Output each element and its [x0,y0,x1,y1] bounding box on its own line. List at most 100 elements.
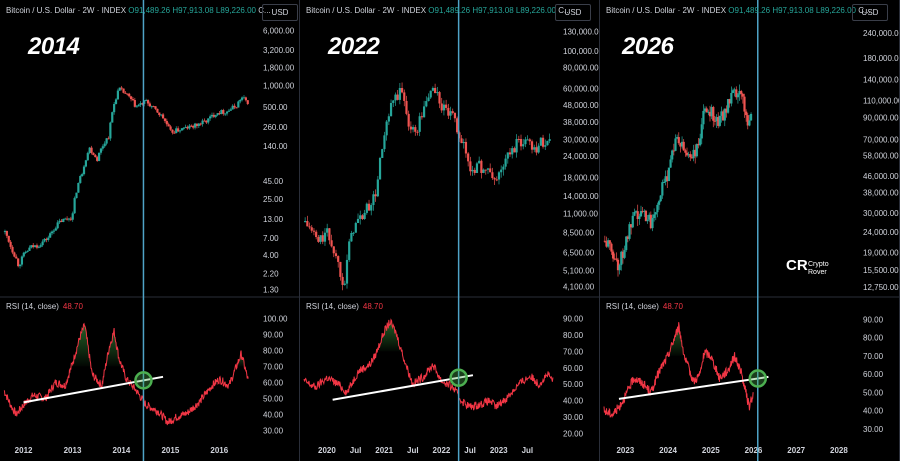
candle-body [680,141,684,147]
rsi-tick-label: 80.00 [563,331,584,340]
price-tick-label: 15,500.00 [863,266,899,275]
close-value: C... [858,6,871,15]
rsi-tick-label: 30.00 [863,425,884,434]
candle-body [464,141,468,154]
candle-body [482,169,485,173]
candle-body [64,218,67,220]
candle-body [139,103,142,105]
candle-body [420,116,423,118]
rsi-tick-label: 80.00 [263,346,284,355]
price-tick-label: 240,000.00 [863,29,900,38]
candle-body [715,117,718,122]
currency-button[interactable]: USD [555,4,591,21]
candle-body [348,241,351,260]
candle-body [128,93,131,97]
candle-body [700,124,703,139]
chart-svg[interactable]: 130,000.00 100,000.00 80,000.00 60,000.00 48… [300,0,600,461]
candle-body [486,168,490,170]
candle-body [480,160,483,173]
candle-body [740,91,743,94]
candle-body [613,258,616,260]
candle-body [405,100,408,114]
candle-body [222,110,225,114]
candle-body [143,100,146,104]
candle-body [666,176,669,182]
candle-body [3,230,7,233]
breakdown-circle [748,369,768,388]
candle-body [636,211,639,220]
candle-body [233,105,236,108]
candle-body [720,111,723,116]
candle-body [456,118,459,133]
x-tick-label: 2012 [15,446,33,455]
rsi-tick-label: 30.00 [263,426,284,435]
rsi-value: 48.70 [662,302,683,311]
x-tick-label: 2021 [375,446,393,455]
price-tick-label: 90,000.00 [863,114,899,123]
candle-body [431,87,435,91]
open-value: O91,489.26 [728,6,771,15]
candle-body [244,97,247,101]
candle-body [242,97,246,99]
candle-body [618,265,621,271]
candle-body [169,126,172,130]
candle-body [330,240,333,247]
currency-button[interactable]: USD [262,4,298,21]
rsi-overbought-fill [105,327,122,367]
candle-body [607,240,610,247]
candle-body [611,251,615,259]
chart-panel-2022[interactable]: 130,000.00 100,000.00 80,000.00 60,000.00 48… [300,0,600,461]
candle-body [77,182,80,193]
candle-body [511,148,514,155]
high-value: H97,913.08 [172,6,214,15]
candle-body [414,127,417,132]
currency-button[interactable]: USD [852,4,888,21]
candle-body [197,123,200,126]
candle-body [186,126,189,129]
candle-body [192,125,195,128]
rsi-label: RSI (14, close) [6,302,59,311]
rsi-overbought-fill [669,322,685,356]
candle-body [235,107,238,109]
x-tick-label: Jul [350,446,362,455]
candle-body [699,138,702,146]
candle-body [227,110,231,112]
symbol-label: Bitcoin / U.S. Dollar · 2W · INDEX [6,6,127,15]
candle-body [214,115,217,117]
candle-body [427,97,430,102]
candle-body [47,237,50,240]
candle-body [167,124,170,127]
x-tick-label: 2013 [64,446,82,455]
candle-body [648,214,651,220]
candle-body [631,215,634,228]
candle-body [469,161,472,172]
chart-panel-2014[interactable]: 6,000.00 3,200.00 1,800.00 1,000.00 500.00 26… [0,0,300,461]
x-tick-label: 2024 [659,446,677,455]
candle-body [60,220,63,223]
price-tick-label: 180,000.00 [863,54,900,63]
candle-body [447,107,450,116]
rsi-line [603,322,754,419]
candle-body [18,264,22,267]
candle-body [708,111,712,117]
chart-panel-2026[interactable]: 240,000.00 180,000.00 140,000.00 110,000.00… [600,0,900,461]
symbol-header: Bitcoin / U.S. Dollar · 2W · INDEX O91,4… [606,6,871,15]
candle-body [28,247,31,251]
candle-body [7,235,10,242]
chart-svg[interactable]: 6,000.00 3,200.00 1,800.00 1,000.00 500.00 26… [0,0,300,461]
candle-body [229,109,232,111]
price-tick-label: 1,000.00 [263,82,295,91]
candle-body [103,143,106,147]
rsi-tick-label: 50.00 [263,394,284,403]
candle-body [24,251,27,253]
candle-body [478,160,481,164]
candle-body [131,99,135,101]
price-tick-label: 38,000.00 [863,188,899,197]
candle-body [105,138,108,144]
candle-body [728,99,731,104]
candle-body [515,138,518,153]
candle-body [326,228,329,233]
candle-body [610,243,613,252]
rsi-value: 48.70 [362,302,383,311]
chart-svg[interactable]: 240,000.00 180,000.00 140,000.00 110,000.00… [600,0,900,461]
